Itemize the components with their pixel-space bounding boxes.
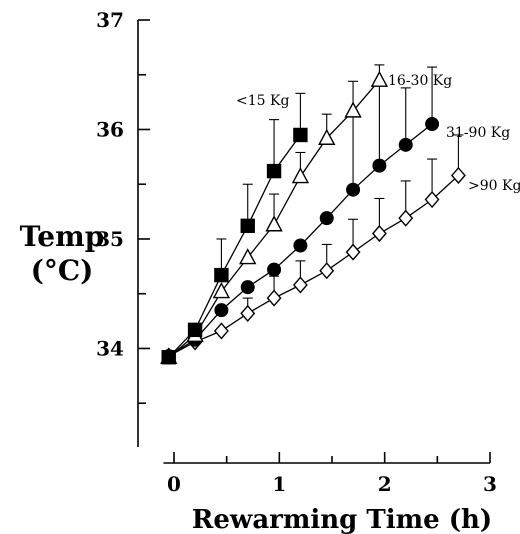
data-point-diamond: [213, 322, 229, 340]
x-tick-label: 0: [167, 472, 181, 496]
data-point-circle: [398, 137, 413, 152]
data-point-diamond: [450, 166, 466, 185]
data-point-square: [240, 218, 255, 234]
y-axis-title-line: (°C): [31, 254, 94, 287]
data-point-square: [161, 350, 176, 365]
data-point-triangle: [212, 282, 231, 299]
data-point-triangle: [370, 70, 389, 87]
x-tick-label: 1: [272, 472, 286, 496]
series-label: >90 Kg: [468, 178, 520, 194]
data-point-circle: [319, 211, 334, 226]
data-point-diamond: [424, 190, 440, 209]
series-diamond: [161, 134, 466, 365]
data-point-square: [187, 322, 203, 338]
data-point-diamond: [319, 262, 335, 280]
data-point-triangle: [265, 215, 283, 232]
data-point-diamond: [266, 289, 282, 307]
data-point-diamond: [345, 243, 361, 261]
data-point-square: [293, 127, 308, 143]
y-tick-label: 35: [96, 227, 124, 251]
data-point-circle: [293, 238, 308, 253]
series-layer: [160, 64, 466, 365]
series-square: [161, 92, 308, 365]
y-tick-label: 36: [96, 117, 124, 141]
data-point-diamond: [240, 304, 256, 322]
data-point-triangle: [239, 248, 257, 265]
data-point-triangle: [318, 128, 336, 145]
data-point-circle: [240, 280, 255, 295]
data-point-diamond: [398, 209, 414, 227]
labels: Rewarming Time (h) Temp(°C) >90 Kg 31-90 Kg…: [20, 73, 520, 534]
data-point-circle: [372, 158, 387, 173]
data-point-square: [266, 163, 282, 179]
y-tick-label: 37: [96, 8, 124, 32]
series-label: <15 Kg: [236, 93, 289, 109]
data-point-circle: [267, 262, 282, 277]
data-point-diamond: [371, 224, 387, 243]
data-point-square: [214, 267, 229, 283]
data-point-circle: [214, 303, 229, 318]
data-point-circle: [346, 182, 361, 197]
axes: 34 35 36 37 0 1 2 3: [96, 8, 497, 496]
series-circle: [161, 66, 440, 364]
y-tick-label: 34: [96, 336, 124, 360]
x-tick-label: 3: [483, 472, 497, 496]
x-axis-title: Rewarming Time (h): [192, 505, 492, 534]
series-label: 16-30 Kg: [388, 73, 452, 89]
x-tick-label: 2: [378, 472, 392, 496]
data-point-triangle: [291, 167, 310, 184]
data-point-diamond: [292, 276, 308, 294]
data-point-circle: [425, 117, 440, 132]
series-triangle: [160, 64, 389, 364]
series-line: [168, 175, 459, 357]
series-label: 31-90 Kg: [446, 125, 510, 141]
data-point-triangle: [344, 101, 362, 118]
y-axis-title-line: Temp: [20, 220, 105, 253]
